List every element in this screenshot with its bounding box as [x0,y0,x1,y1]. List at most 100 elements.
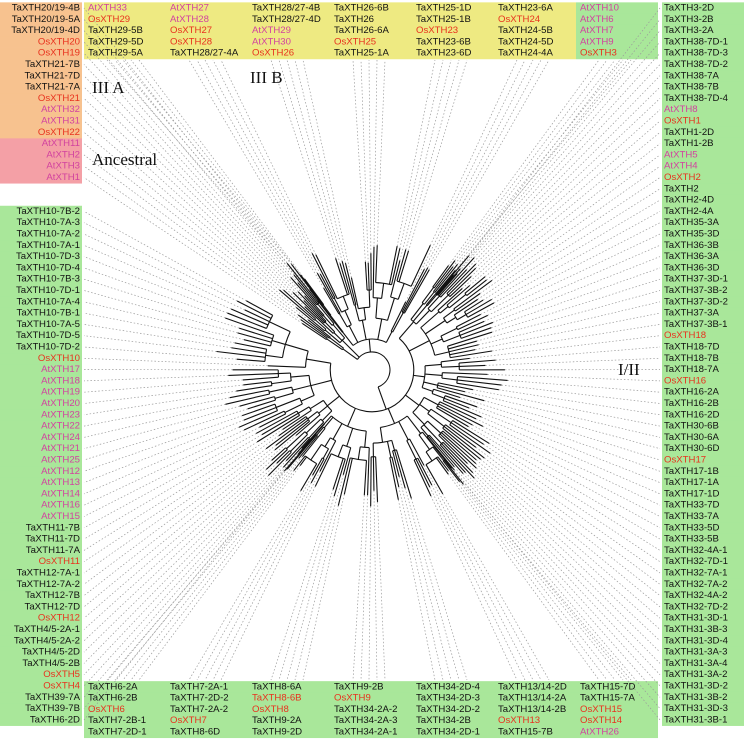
leaf-label: TaXTH6-2B [88,693,138,704]
internal-branch [275,397,300,408]
internal-branch [306,358,331,364]
leaf-guide [483,444,661,562]
leaf-label: TaXTH31-3D-4 [664,635,729,646]
leaf-branch [303,300,326,323]
leaf-label: TaXTH37-3B-2 [664,285,727,296]
leaf-guide [114,59,311,290]
leaf-branch [285,437,309,461]
leaf-branch [304,295,324,317]
leaf-label: TaXTH34-2D-1 [416,727,480,738]
clade-cell [330,703,412,716]
clade-cell [662,476,744,489]
leaf-branch [450,422,484,445]
leaf-label: TaXTH38-7D-1 [664,36,728,47]
leaf-label: AtXTH17 [41,364,80,375]
leaf-branch [442,427,481,460]
clade-cell [330,36,412,48]
leaf-branch [342,447,352,475]
clade-cell [84,24,166,37]
clade-cell [0,13,82,26]
leaf-guide [368,59,372,254]
leaf-branch [403,269,430,314]
leaf-label: TaXTH10-7A-3 [17,217,80,228]
leaf-label: AtXTH15 [41,511,80,522]
leaf-branch [435,255,470,295]
leaf-label: TaXTH21-7A [25,82,81,93]
internal-branch [410,303,424,320]
clade-cell [0,522,82,534]
internal-branch [398,321,415,339]
leaf-guide [448,470,608,681]
clade-cell [662,92,744,105]
leaf-guide [465,472,661,687]
leaf-label: TaXTH31-3D-3 [664,703,728,714]
clade-cell [0,217,82,229]
leaf-label: TaXTH32-7A-1 [664,568,727,579]
clade-cell [0,318,82,331]
internal-branch [406,415,422,434]
leaf-label: TaXTH35-3D [664,229,720,240]
leaf-label: AtXTH4 [664,161,698,172]
leaf-branch [247,399,276,410]
leaf-label: TaXTH10-7B-3 [17,274,80,285]
clade-cell [0,149,82,161]
leaf-label: TaXTH31-3B-1 [664,714,727,725]
leaf-guide [83,403,226,438]
internal-node-arc [359,319,366,322]
leaf-guide [83,449,276,608]
internal-branch [323,416,334,429]
leaf-guide [470,98,661,277]
clade-cell [662,284,744,297]
internal-branch [290,433,308,452]
leaf-label: AtXTH12 [41,466,80,477]
leaf-guide [83,256,228,314]
leaf-branch [283,438,310,468]
clade-cell [662,126,744,139]
internal-branch [412,305,428,322]
leaf-guide [130,59,301,276]
internal-branch [397,283,405,300]
leaf-label: TaXTH26 [334,14,374,25]
leaf-guide [396,59,436,247]
leaf-label: TaXTH33-5D [664,522,720,533]
internal-branch [364,431,367,448]
clade-cell [0,296,82,308]
leaf-branch [237,332,272,343]
leaf-label: TaXTH30-6D [664,443,720,454]
clade-cell [494,36,576,48]
internal-node-arc [425,456,439,466]
leaf-label: TaXTH37-3B-1 [664,319,727,330]
clade-cell [166,726,248,739]
internal-branch [415,309,431,325]
internal-node-arc [329,314,332,317]
leaf-guide [83,154,299,316]
leaf-branch [286,434,317,470]
clade-cell [662,556,744,568]
clade-cell [494,692,576,705]
internal-branch [271,380,292,385]
internal-node-arc [375,317,388,321]
leaf-label: OsXTH13 [498,715,540,726]
leaf-guide [83,211,247,302]
leaf-label: AtXTH33 [88,3,127,14]
leaf-label: OsXTH6 [88,704,125,715]
leaf-branch [394,450,406,489]
leaf-guide [204,482,312,681]
internal-branch [418,434,430,450]
leaf-guide [476,459,661,619]
leaf-branch [239,396,275,407]
leaf-guide [83,52,306,297]
internal-branch [432,446,444,461]
internal-node-arc [350,457,367,461]
leaf-label: TaXTH1-2B [664,138,714,149]
leaf-guide [83,177,303,324]
internal-node-arc [273,396,277,401]
clade-cell [494,47,576,60]
leaf-branch [439,444,466,473]
clade-cell [0,431,82,444]
internal-node-arc [425,446,434,453]
clade-cell [166,36,248,48]
leaf-branch [259,413,286,428]
leaf-branch [302,322,327,340]
